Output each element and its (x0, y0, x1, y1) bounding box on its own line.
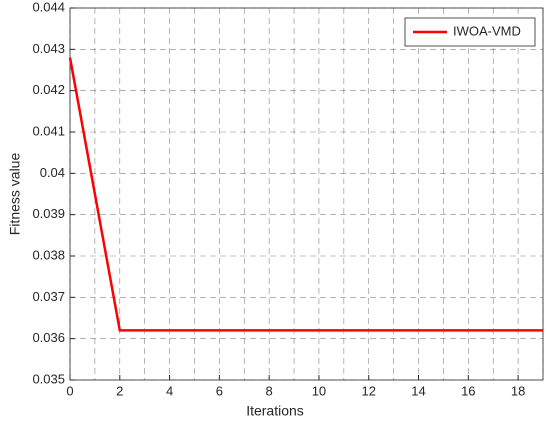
y-axis-label: Fitness value (7, 153, 23, 236)
x-tick-label: 14 (411, 383, 425, 398)
x-tick-label: 2 (116, 383, 123, 398)
y-tick-label: 0.037 (32, 289, 65, 304)
y-tick-label: 0.042 (32, 82, 65, 97)
y-tick-label: 0.043 (32, 41, 65, 56)
plot-area (70, 8, 543, 380)
x-tick-label: 6 (216, 383, 223, 398)
x-tick-label: 16 (461, 383, 475, 398)
x-tick-label: 8 (266, 383, 273, 398)
line-series (68, 57, 543, 332)
y-tick-label: 0.044 (32, 0, 65, 14)
x-tick-label: 18 (511, 383, 525, 398)
x-tick-label: 4 (166, 383, 173, 398)
y-tick-label: 0.04 (40, 165, 65, 180)
y-tick-label: 0.041 (32, 123, 65, 138)
y-tick-label: 0.039 (32, 206, 65, 221)
y-tick-label: 0.038 (32, 247, 65, 262)
x-tick-label: 12 (362, 383, 376, 398)
x-axis-label: Iterations (246, 403, 304, 419)
y-tick-label: 0.036 (32, 330, 65, 345)
x-tick-label: 10 (312, 383, 326, 398)
x-tick-label: 0 (66, 383, 73, 398)
y-tick-label: 0.035 (32, 371, 65, 386)
plot-frame (69, 7, 544, 381)
legend-label: IWOA-VMD (453, 23, 521, 38)
